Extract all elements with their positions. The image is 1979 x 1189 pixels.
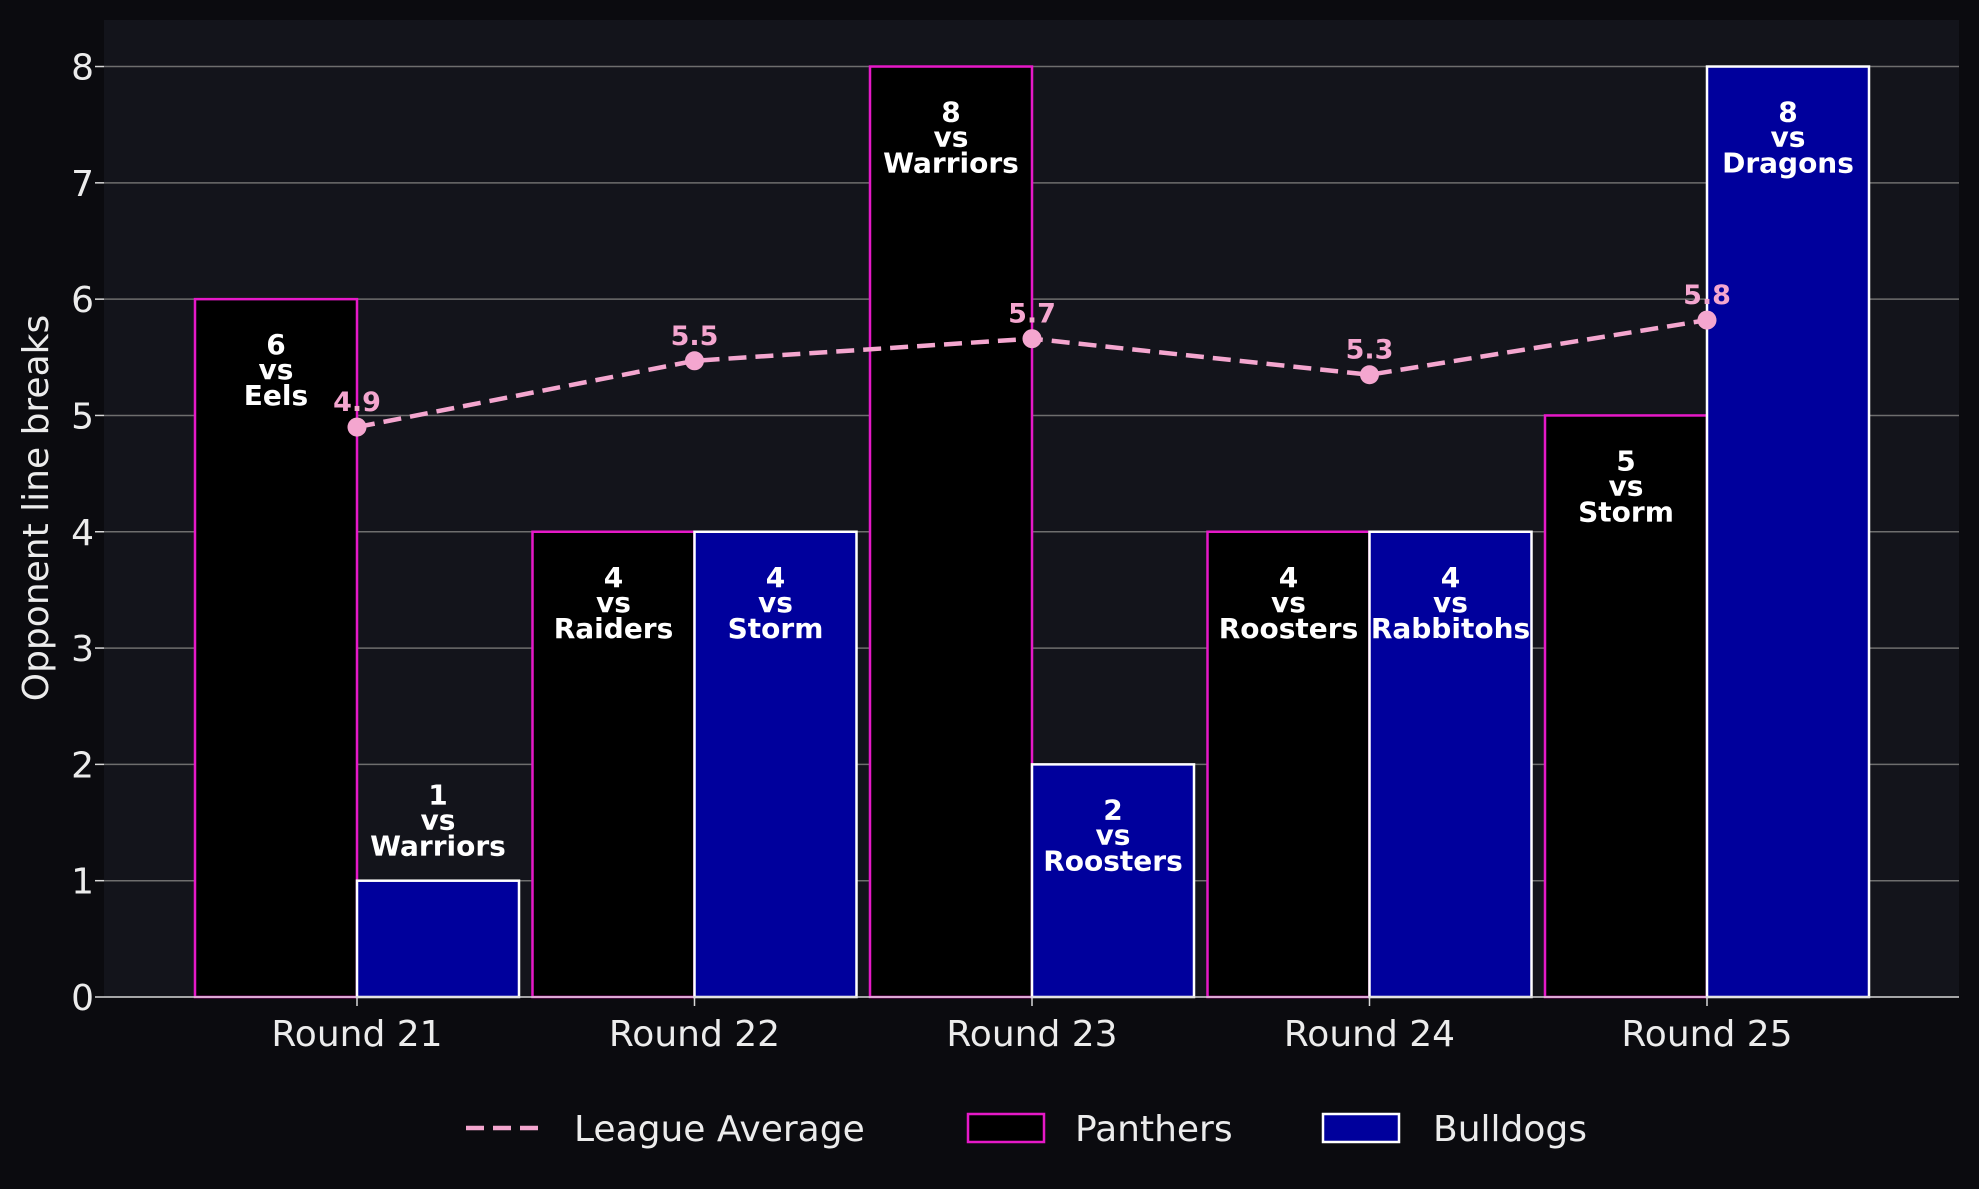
bar-labels: 6vsEels4vsRaiders8vsWarriors4vsRoosters5… [244,96,1854,878]
bar-vs-label: vs [758,586,793,619]
bar-vs-label: vs [421,804,456,837]
bar-vs-label: vs [934,121,969,154]
bar-opponent-label: Roosters [1219,612,1359,645]
bar-vs-label: vs [1609,469,1644,502]
legend: League Average Panthers Bulldogs [466,1109,1587,1150]
legend-label-league-average: League Average [574,1109,865,1150]
bar-value-label: 2 [1103,793,1122,826]
bar-value-label: 4 [766,561,785,594]
bar-panthers [193,297,359,999]
bar-panthers [1543,414,1709,999]
bar-opponent-label: Raiders [554,612,674,645]
bar-vs-label: vs [1096,818,1131,851]
bar-value-label: 4 [1279,561,1298,594]
bar-vs-label: vs [1271,586,1306,619]
league-average-value-label: 5.7 [1008,299,1056,330]
axes: Opponent line breaks 0 1 2 3 4 5 6 7 8 Round 21 Ro… [16,48,1959,1055]
bar-opponent-label: Warriors [883,147,1019,180]
league-average-point [1360,365,1379,385]
league-average-value-label: 5.3 [1346,335,1394,366]
league-average-value-label: 5.8 [1683,280,1731,311]
y-tick-label: 1 [71,862,94,903]
bar-value-label: 4 [1441,561,1460,594]
league-average-value-label: 4.9 [333,387,381,418]
x-tick-label: Round 23 [946,1014,1117,1055]
x-tick-label: Round 22 [609,1014,780,1055]
bar-opponent-label: Rabbitohs [1371,612,1530,645]
bar-opponent-label: Storm [728,612,824,645]
y-tick-label: 2 [71,745,94,786]
y-tick-label: 6 [71,280,94,321]
x-tick-label: Round 24 [1284,1014,1455,1055]
y-tick-label: 3 [71,629,94,670]
y-tick-label: 4 [71,513,94,554]
league-average-line: 4.9 5.5 5.7 5.3 5.8 [333,280,1731,437]
league-average-point [347,417,367,437]
league-average-point [1697,310,1717,330]
bar-bulldogs [1368,530,1533,999]
league-average-point [685,351,704,371]
y-tick-label: 5 [71,396,94,437]
legend-label-panthers: Panthers [1075,1109,1233,1150]
y-axis-label: Opponent line breaks [16,315,57,702]
bar-value-label: 8 [941,96,960,129]
league-average-value-label: 5.5 [671,321,719,352]
x-tick-label: Round 25 [1621,1014,1792,1055]
bar-bulldogs [1030,763,1196,999]
bar-value-label: 4 [604,561,623,594]
legend-swatch-panthers [966,1112,1046,1144]
bar-vs-label: vs [596,586,631,619]
league-average-point [1022,329,1042,349]
bar-opponent-label: Warriors [370,830,506,863]
y-tick-label: 8 [71,48,94,89]
legend-swatch-bulldogs [1321,1112,1401,1144]
bars [193,65,1871,999]
bar-value-label: 1 [428,779,447,812]
bar-opponent-label: Storm [1578,495,1674,528]
bar-value-label: 8 [1778,96,1797,129]
bar-bulldogs [693,530,858,999]
legend-label-bulldogs: Bulldogs [1433,1109,1587,1150]
y-tick-label: 7 [71,164,94,205]
bar-opponent-label: Dragons [1722,147,1854,180]
y-tick-label: 0 [71,978,94,1019]
bar-value-label: 5 [1616,444,1635,477]
bar-opponent-label: Roosters [1043,844,1183,877]
bar-vs-label: vs [1433,586,1468,619]
bar-panthers [868,65,1034,999]
bar-bulldogs [1705,65,1871,999]
bar-vs-label: vs [259,353,294,386]
bar-opponent-label: Eels [244,379,308,412]
bar-bulldogs [355,879,521,999]
bar-value-label: 6 [266,328,285,361]
x-tick-label: Round 21 [271,1014,442,1055]
bar-vs-label: vs [1771,121,1806,154]
